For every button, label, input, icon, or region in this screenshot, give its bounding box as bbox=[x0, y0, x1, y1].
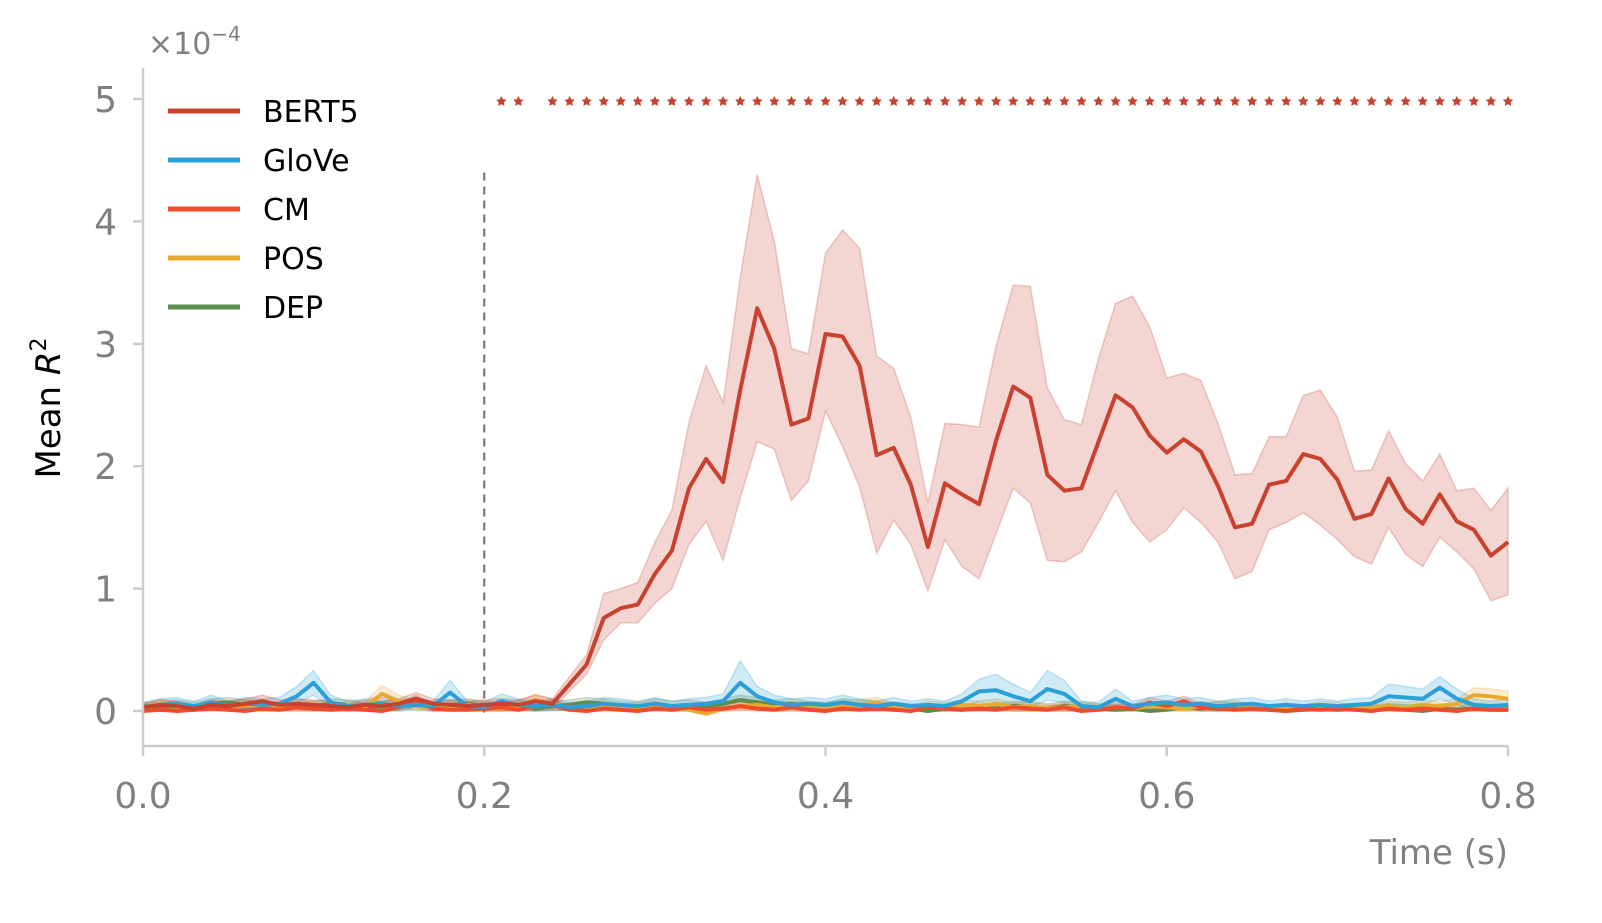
significance-star bbox=[1144, 95, 1155, 106]
significance-star bbox=[700, 95, 712, 106]
x-tick-label: 0.6 bbox=[1138, 776, 1195, 817]
significance-star bbox=[581, 95, 592, 106]
y-axis-offset-exponent: −4 bbox=[211, 22, 240, 46]
significance-star bbox=[1127, 95, 1138, 106]
line-bert5 bbox=[142, 306, 1510, 711]
significance-star bbox=[871, 95, 882, 106]
significance-star bbox=[1110, 95, 1121, 106]
significance-star bbox=[1059, 95, 1070, 106]
band-bert5 bbox=[142, 174, 1509, 712]
significance-star bbox=[666, 95, 678, 106]
significance-star bbox=[1229, 95, 1241, 106]
significance-star bbox=[854, 95, 865, 106]
significance-star bbox=[990, 95, 1002, 106]
significance-star bbox=[1451, 95, 1462, 106]
significance-star bbox=[717, 95, 729, 106]
significance-star bbox=[496, 95, 507, 106]
significance-star bbox=[820, 95, 831, 106]
significance-star bbox=[547, 95, 558, 106]
x-tick-label: 0.8 bbox=[1479, 776, 1536, 817]
legend: BERT5 GloVe CM POS DEP bbox=[168, 95, 359, 326]
significance-star bbox=[598, 95, 609, 106]
y-tick-label: 1 bbox=[94, 570, 117, 611]
significance-star bbox=[564, 95, 575, 106]
significance-star bbox=[1076, 95, 1087, 106]
significance-star bbox=[513, 95, 524, 106]
y-tick-label: 0 bbox=[94, 692, 117, 733]
significance-star bbox=[1502, 95, 1514, 106]
confidence-bands bbox=[142, 174, 1509, 717]
significance-star bbox=[939, 95, 951, 106]
significance-star bbox=[1195, 95, 1207, 106]
y-axis-title: Mean R2 bbox=[27, 337, 69, 478]
y-axis-ticks: 0 1 2 3 4 5 bbox=[94, 80, 143, 733]
y-tick-label: 2 bbox=[94, 447, 117, 488]
significance-star bbox=[1008, 95, 1019, 106]
significance-star bbox=[973, 95, 985, 106]
significance-star bbox=[803, 95, 814, 106]
series-lines bbox=[142, 306, 1510, 716]
significance-star bbox=[905, 95, 916, 106]
significance-star bbox=[786, 95, 797, 106]
significance-star bbox=[1298, 95, 1309, 106]
legend-label-glove: GloVe bbox=[263, 144, 350, 179]
x-tick-label: 0.2 bbox=[456, 776, 513, 817]
y-tick-label: 4 bbox=[94, 202, 117, 243]
significance-star bbox=[615, 95, 626, 106]
significance-star bbox=[683, 95, 695, 106]
y-tick-label: 3 bbox=[94, 325, 117, 366]
significance-star bbox=[1161, 95, 1172, 106]
y-axis-title-superscript: 2 bbox=[27, 337, 52, 351]
legend-label-cm: CM bbox=[263, 193, 310, 228]
significance-star bbox=[1025, 95, 1036, 106]
significance-star bbox=[1093, 95, 1104, 106]
significance-star bbox=[1178, 95, 1189, 106]
significance-star bbox=[1263, 95, 1275, 106]
y-axis-title-variable: R bbox=[29, 351, 69, 375]
significance-star bbox=[1383, 95, 1394, 106]
significance-star bbox=[888, 95, 899, 106]
significance-star bbox=[1281, 95, 1292, 106]
line-cm bbox=[142, 699, 1508, 713]
x-axis-title: Time (s) bbox=[1369, 833, 1508, 873]
significance-star bbox=[1468, 95, 1480, 106]
significance-star bbox=[1417, 95, 1428, 106]
significance-star bbox=[632, 95, 643, 106]
legend-label-dep: DEP bbox=[263, 291, 323, 326]
significance-star bbox=[956, 95, 968, 106]
x-tick-label: 0.0 bbox=[114, 776, 171, 817]
legend-label-pos: POS bbox=[263, 242, 324, 277]
significance-star bbox=[1332, 95, 1343, 106]
significance-star bbox=[1400, 95, 1411, 106]
significance-star bbox=[769, 95, 780, 106]
significance-markers bbox=[496, 95, 1514, 106]
significance-star bbox=[1366, 95, 1377, 106]
significance-star bbox=[1042, 95, 1053, 106]
significance-star bbox=[649, 95, 661, 106]
legend-label-bert5: BERT5 bbox=[263, 95, 359, 130]
significance-star bbox=[837, 95, 848, 106]
significance-star bbox=[1212, 95, 1224, 106]
significance-star bbox=[922, 95, 934, 106]
significance-star bbox=[735, 95, 746, 106]
significance-star bbox=[1349, 95, 1360, 106]
y-tick-label: 5 bbox=[94, 80, 117, 121]
x-tick-label: 0.4 bbox=[797, 776, 854, 817]
significance-star bbox=[1485, 95, 1497, 106]
y-axis-offset-label: ×10−4 bbox=[148, 22, 241, 62]
significance-star bbox=[1246, 95, 1258, 106]
significance-star bbox=[1315, 95, 1326, 106]
significance-star bbox=[1434, 95, 1445, 106]
significance-star bbox=[752, 95, 763, 106]
x-axis-ticks: 0.0 0.2 0.4 0.6 0.8 bbox=[114, 746, 1537, 817]
